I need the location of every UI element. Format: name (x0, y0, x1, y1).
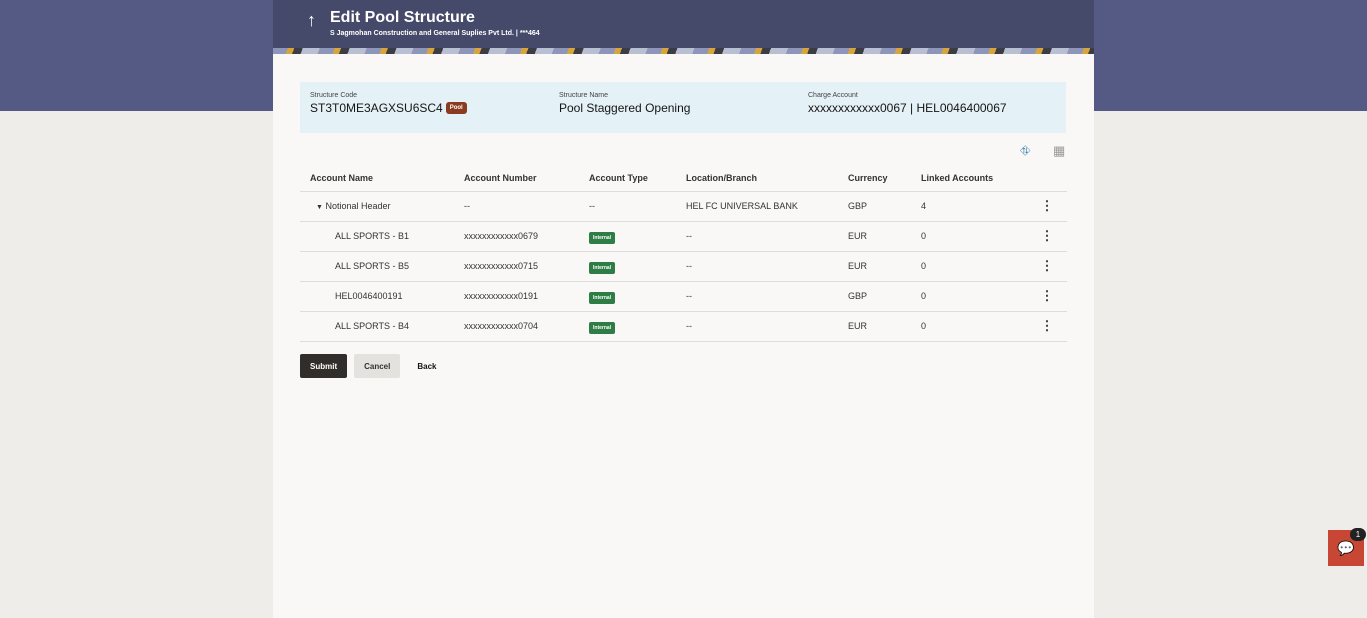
chat-count-badge: 1 (1350, 528, 1366, 541)
linked-accounts: 0 (911, 221, 1027, 252)
account-type-badge: Internal (589, 262, 616, 274)
structure-code: ST3T0ME3AGXSU6SC4 (310, 101, 443, 115)
page-title: Edit Pool Structure (330, 9, 475, 26)
linked-accounts: 0 (911, 311, 1027, 342)
col-linked-accounts: Linked Accounts (911, 166, 1027, 192)
col-currency: Currency (838, 166, 911, 192)
page-header: ↑ Edit Pool Structure S Jagmohan Constru… (273, 0, 1094, 48)
currency: EUR (838, 221, 911, 252)
currency: EUR (838, 311, 911, 342)
location: -- (676, 251, 838, 282)
row-menu-icon[interactable]: ⋮ (1027, 221, 1067, 252)
chat-icon: 💬 (1337, 539, 1355, 556)
row-menu-icon[interactable]: ⋮ (1027, 251, 1067, 282)
table-view-icon[interactable]: ▦ (1053, 143, 1066, 158)
accounts-table: Account Name Account Number Account Type… (300, 166, 1067, 342)
location: -- (676, 221, 838, 252)
table-row: ALL SPORTS - B4 xxxxxxxxxxxx0704 Internal -… (300, 311, 1067, 342)
table-row: ALL SPORTS - B5 xxxxxxxxxxxx0715 Internal -… (300, 251, 1067, 282)
account-name: Notional Header (325, 201, 391, 211)
pool-badge: Pool (445, 102, 467, 114)
currency: GBP (838, 281, 911, 312)
account-number: xxxxxxxxxxxx0704 (454, 311, 579, 342)
structure-name-label: Structure Name (559, 92, 609, 99)
currency: GBP (838, 191, 911, 222)
decorative-strip (273, 48, 1094, 54)
currency: EUR (838, 251, 911, 282)
row-menu-icon[interactable]: ⋮ (1027, 311, 1067, 342)
account-type: -- (579, 191, 676, 222)
charge-account: xxxxxxxxxxxx0067 | HEL0046400067 (808, 101, 1007, 115)
location: HEL FC UNIVERSAL BANK (676, 191, 838, 222)
account-number: xxxxxxxxxxxx0191 (454, 281, 579, 312)
account-name: ALL SPORTS - B1 (300, 221, 454, 252)
charge-account-label: Charge Account (808, 92, 858, 99)
structure-name: Pool Staggered Opening (559, 101, 691, 115)
page-subtitle: S Jagmohan Construction and General Supl… (330, 30, 540, 37)
cancel-button[interactable]: Cancel (354, 354, 401, 378)
back-arrow-icon[interactable]: ↑ (307, 10, 316, 30)
account-number: -- (454, 191, 579, 222)
expand-caret-icon[interactable]: ▼ (316, 204, 323, 211)
col-account-name: Account Name (300, 166, 454, 192)
location: -- (676, 311, 838, 342)
row-menu-icon[interactable]: ⋮ (1027, 191, 1067, 222)
linked-accounts: 0 (911, 251, 1027, 282)
account-type-badge: Internal (589, 322, 616, 334)
account-name: HEL0046400191 (300, 281, 454, 312)
tree-view-icon[interactable]: ⛗ (1020, 143, 1031, 158)
account-number: xxxxxxxxxxxx0679 (454, 221, 579, 252)
account-number: xxxxxxxxxxxx0715 (454, 251, 579, 282)
table-row: ▼ Notional Header -- -- HEL FC UNIVERSAL BA… (300, 191, 1067, 222)
submit-button[interactable]: Submit (300, 354, 348, 378)
account-type-badge: Internal (589, 292, 616, 304)
account-type-badge: Internal (589, 232, 616, 244)
account-name: ALL SPORTS - B4 (300, 311, 454, 342)
account-name: ALL SPORTS - B5 (300, 251, 454, 282)
location: -- (676, 281, 838, 312)
col-location: Location/Branch (676, 166, 838, 192)
structure-info: Structure Code ST3T0ME3AGXSU6SC4 Pool Str… (300, 82, 1066, 133)
row-menu-icon[interactable]: ⋮ (1027, 281, 1067, 312)
table-row: ALL SPORTS - B1 xxxxxxxxxxxx0679 Internal -… (300, 221, 1067, 252)
table-row: HEL0046400191 xxxxxxxxxxxx0191 Internal -- G… (300, 281, 1067, 312)
col-account-number: Account Number (454, 166, 579, 192)
col-account-type: Account Type (579, 166, 676, 192)
structure-code-label: Structure Code (310, 92, 358, 99)
linked-accounts: 0 (911, 281, 1027, 312)
main-container: ↑ Edit Pool Structure S Jagmohan Constru… (273, 0, 1094, 618)
back-button[interactable]: Back (417, 361, 437, 371)
linked-accounts: 4 (911, 191, 1027, 222)
